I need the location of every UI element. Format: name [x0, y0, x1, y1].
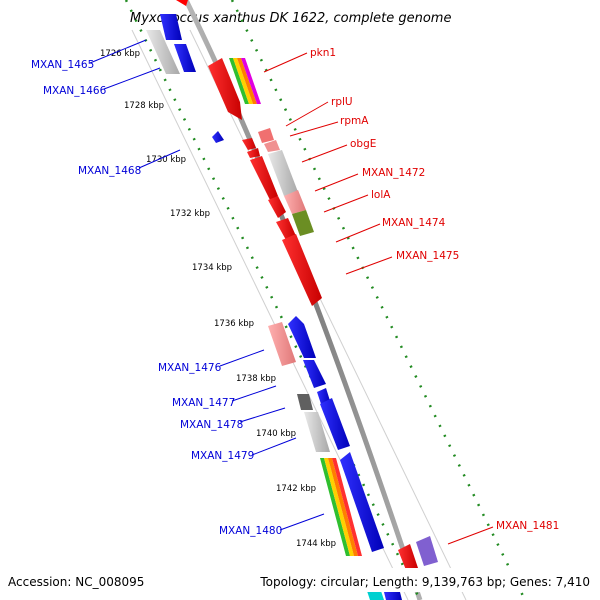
- gene-label-rplu: rplU: [331, 96, 353, 108]
- gene-block-mxan-1478: [297, 394, 313, 410]
- track-outline: [132, 30, 466, 600]
- gene-block-rpma: [258, 128, 274, 143]
- gene-label-mxan-1477: MXAN_1477: [172, 397, 235, 409]
- gene-label-mxan-1481: MXAN_1481: [496, 520, 559, 532]
- tick-label: 1738 kbp: [236, 374, 276, 384]
- gene-top-edge: [176, 0, 188, 6]
- gene-arrow-mxan-1468: [212, 131, 224, 143]
- tick-label: 1728 kbp: [124, 101, 164, 111]
- gene-arrow-mxan-1466: [174, 44, 196, 72]
- gene-label-mxan-1475: MXAN_1475: [396, 250, 459, 262]
- reverse-gene-features: [146, 14, 402, 600]
- tick-label: 1742 kbp: [276, 484, 316, 494]
- tick-label: 1732 kbp: [170, 209, 210, 219]
- gene-label-lola: lolA: [371, 189, 391, 201]
- gene-label-mxan-1480: MXAN_1480: [219, 525, 282, 537]
- gene-arrow-mxan-1477: [303, 360, 326, 388]
- tick-ring-outer: [126, 0, 420, 600]
- gene-arrow-mxan-1475: [282, 234, 322, 306]
- tick-label: 1740 kbp: [256, 429, 296, 439]
- gene-label-mxan-1479: MXAN_1479: [191, 450, 254, 462]
- gene-label-mxan-1466: MXAN_1466: [43, 85, 107, 97]
- gene-block-purple-1481: [416, 536, 438, 566]
- gene-label-mxan-1474: MXAN_1474: [382, 217, 446, 229]
- gene-label-pkn1: pkn1: [310, 47, 336, 59]
- tick-ring-inner: [232, 0, 525, 600]
- accession-text: Accession: NC_008095: [8, 575, 144, 589]
- tick-label: 1736 kbp: [214, 319, 254, 329]
- gene-block-olive-1474: [292, 210, 314, 236]
- gene-label-obge: obgE: [350, 138, 376, 150]
- tick-labels: 1726 kbp 1728 kbp 1730 kbp 1732 kbp 1734…: [100, 49, 336, 549]
- gene-arrow-bottom: [384, 592, 402, 600]
- tick-label: 1744 kbp: [296, 539, 336, 549]
- gene-arrow-rplu: [242, 138, 256, 150]
- gene-label-mxan-1465: MXAN_1465: [31, 59, 94, 71]
- tick-label: 1734 kbp: [192, 263, 232, 273]
- gene-label-mxan-1476: MXAN_1476: [158, 362, 222, 374]
- gene-label-rpma: rpmA: [340, 115, 369, 127]
- gene-label-mxan-1468: MXAN_1468: [78, 165, 141, 177]
- gene-label-mxan-1472: MXAN_1472: [362, 167, 425, 179]
- gene-label-mxan-1478: MXAN_1478: [180, 419, 243, 431]
- genome-summary-text: Topology: circular; Length: 9,139,763 bp…: [259, 575, 590, 589]
